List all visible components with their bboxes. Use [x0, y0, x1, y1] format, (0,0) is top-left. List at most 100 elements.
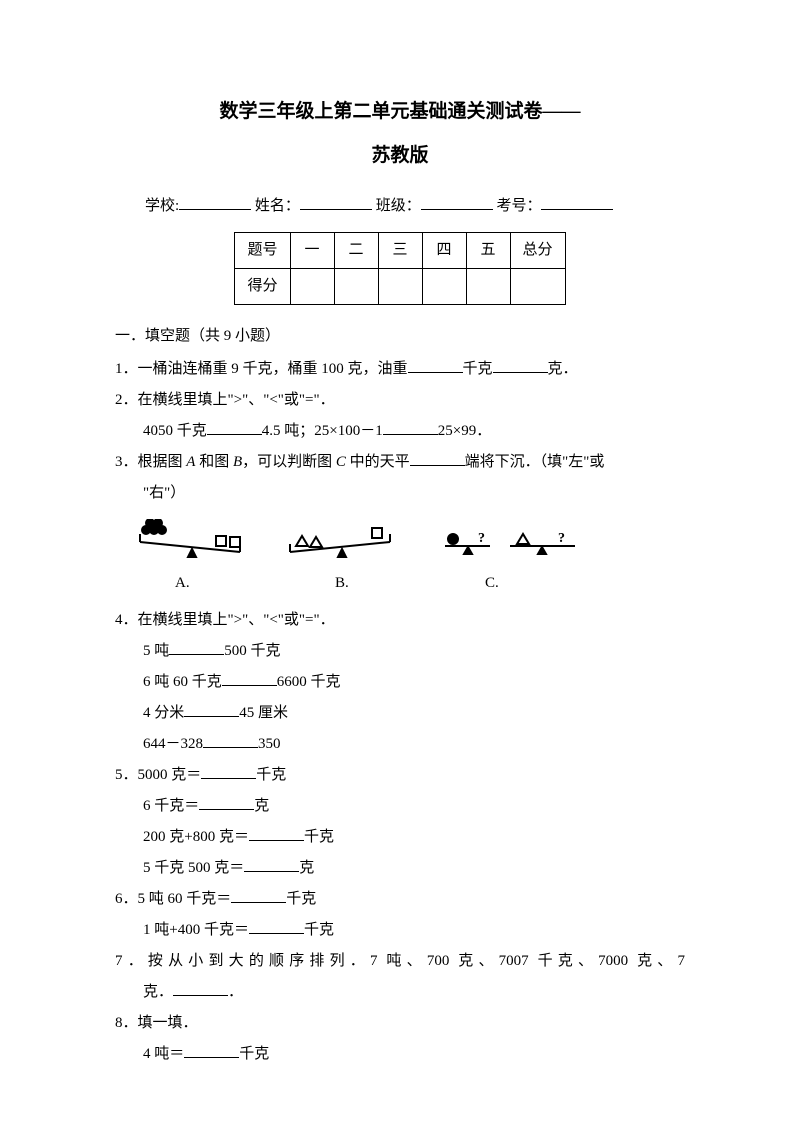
q-text: 千克	[304, 829, 334, 845]
class-label: 班级：	[376, 198, 421, 214]
answer-blank[interactable]	[244, 858, 299, 872]
balance-diagram: ? ?	[135, 519, 685, 564]
q-text: 中的天平	[346, 454, 410, 470]
school-blank[interactable]	[179, 195, 251, 210]
q-text: 5．5000 克＝	[115, 767, 201, 783]
q-text: 1 吨+400 千克＝	[143, 922, 249, 938]
td-cell[interactable]	[290, 269, 334, 305]
q8-sub: 4 吨＝ 千克	[115, 1041, 685, 1068]
td-cell[interactable]	[334, 269, 378, 305]
q-text: 千克	[256, 767, 286, 783]
answer-blank[interactable]	[231, 889, 286, 903]
q-text: 6 吨 60 千克	[143, 674, 222, 690]
answer-blank[interactable]	[408, 359, 463, 373]
info-line: 学校: 姓名： 班级： 考号：	[115, 193, 685, 220]
question-8: 8．填一填．	[115, 1010, 685, 1037]
svg-text:?: ?	[558, 531, 565, 546]
question-3: 3．根据图 A 和图 B，可以判断图 C 中的天平端将下沉．（填"左"或	[115, 449, 685, 476]
q-text: 千克	[286, 891, 316, 907]
score-table: 题号 一 二 三 四 五 总分 得分	[234, 232, 565, 305]
name-blank[interactable]	[300, 195, 372, 210]
q-text: 和图	[195, 454, 233, 470]
question-4: 4．在横线里填上">"、"<"或"="．	[115, 607, 685, 634]
td-label: 得分	[235, 269, 290, 305]
td-cell[interactable]	[466, 269, 510, 305]
label-b: B.	[305, 570, 455, 597]
th-col: 四	[422, 233, 466, 269]
q-text: 200 克+800 克＝	[143, 829, 249, 845]
answer-blank[interactable]	[201, 765, 256, 779]
answer-blank[interactable]	[249, 827, 304, 841]
page-title: 数学三年级上第二单元基础通关测试卷——	[115, 95, 685, 129]
label-a: A.	[135, 570, 305, 597]
td-cell[interactable]	[422, 269, 466, 305]
q-text: 千克	[463, 361, 493, 377]
th-col: 五	[466, 233, 510, 269]
answer-blank[interactable]	[249, 920, 304, 934]
examno-label: 考号：	[496, 198, 541, 214]
q-text: 端将下沉．（填"左"或	[465, 454, 605, 470]
answer-blank[interactable]	[207, 421, 262, 435]
answer-blank[interactable]	[199, 796, 254, 810]
q-text: 克．	[548, 361, 578, 377]
q-text: 5 吨	[143, 643, 169, 659]
q4-sub: 644－328 350	[115, 731, 685, 758]
q-text: 4 分米	[143, 705, 184, 721]
q-text: 克	[299, 860, 314, 876]
examno-blank[interactable]	[541, 195, 613, 210]
q-text: ，可以判断图	[242, 454, 336, 470]
q4-sub: 6 吨 60 千克 6600 千克	[115, 669, 685, 696]
question-7: 7．按从小到大的顺序排列．7 吨、700 克、7007 千克、7000 克、7	[115, 948, 685, 975]
q-text: 千克	[239, 1046, 269, 1062]
q-text: 千克	[304, 922, 334, 938]
td-cell[interactable]	[378, 269, 422, 305]
q-text: 6．5 吨 60 千克＝	[115, 891, 231, 907]
q-text: 克．	[143, 984, 173, 1000]
q-text: 3．根据图	[115, 454, 186, 470]
answer-blank[interactable]	[493, 359, 548, 373]
question-2-sub: 4050 千克4.5 吨；25×100－125×99．	[115, 418, 685, 445]
th-col: 总分	[510, 233, 565, 269]
q-text: ．	[228, 984, 243, 1000]
answer-blank[interactable]	[203, 734, 258, 748]
q5-sub: 200 克+800 克＝ 千克	[115, 824, 685, 851]
q-text: 4.5 吨；25×100－1	[262, 423, 383, 439]
page-subtitle: 苏教版	[115, 139, 685, 173]
answer-blank[interactable]	[222, 672, 277, 686]
q5-sub: 6 千克＝克	[115, 793, 685, 820]
label-c: C.	[455, 570, 499, 597]
answer-blank[interactable]	[410, 452, 465, 466]
th-col: 二	[334, 233, 378, 269]
section-head: 一．填空题（共 9 小题）	[115, 323, 685, 350]
q-text: 25×99．	[438, 423, 491, 439]
class-blank[interactable]	[421, 195, 493, 210]
th-col: 一	[290, 233, 334, 269]
answer-blank[interactable]	[383, 421, 438, 435]
q-text: 45 厘米	[239, 705, 288, 721]
q-text: 644－328	[143, 736, 203, 752]
question-5: 5．5000 克＝ 千克	[115, 762, 685, 789]
q4-sub: 4 分米 45 厘米	[115, 700, 685, 727]
question-2: 2．在横线里填上">"、"<"或"="．	[115, 387, 685, 414]
school-label: 学校:	[145, 198, 179, 214]
answer-blank[interactable]	[184, 703, 239, 717]
q-text: 350	[258, 736, 281, 752]
q-text: 6 千克＝	[143, 798, 199, 814]
q6-sub: 1 吨+400 千克＝ 千克	[115, 917, 685, 944]
q-text: 500 千克	[224, 643, 280, 659]
answer-blank[interactable]	[169, 641, 224, 655]
q-text: 6600 千克	[277, 674, 341, 690]
q-text: 4 吨＝	[143, 1046, 184, 1062]
q5-sub: 5 千克 500 克＝ 克	[115, 855, 685, 882]
td-cell[interactable]	[510, 269, 565, 305]
q7-sub: 克． ．	[115, 979, 685, 1006]
answer-blank[interactable]	[184, 1044, 239, 1058]
diagram-labels: A. B. C.	[115, 570, 685, 597]
q-text: 5 千克 500 克＝	[143, 860, 244, 876]
th-col: 三	[378, 233, 422, 269]
q4-sub: 5 吨 500 千克	[115, 638, 685, 665]
th-label: 题号	[235, 233, 290, 269]
answer-blank[interactable]	[173, 982, 228, 996]
table-row: 题号 一 二 三 四 五 总分	[235, 233, 565, 269]
name-label: 姓名：	[255, 198, 300, 214]
